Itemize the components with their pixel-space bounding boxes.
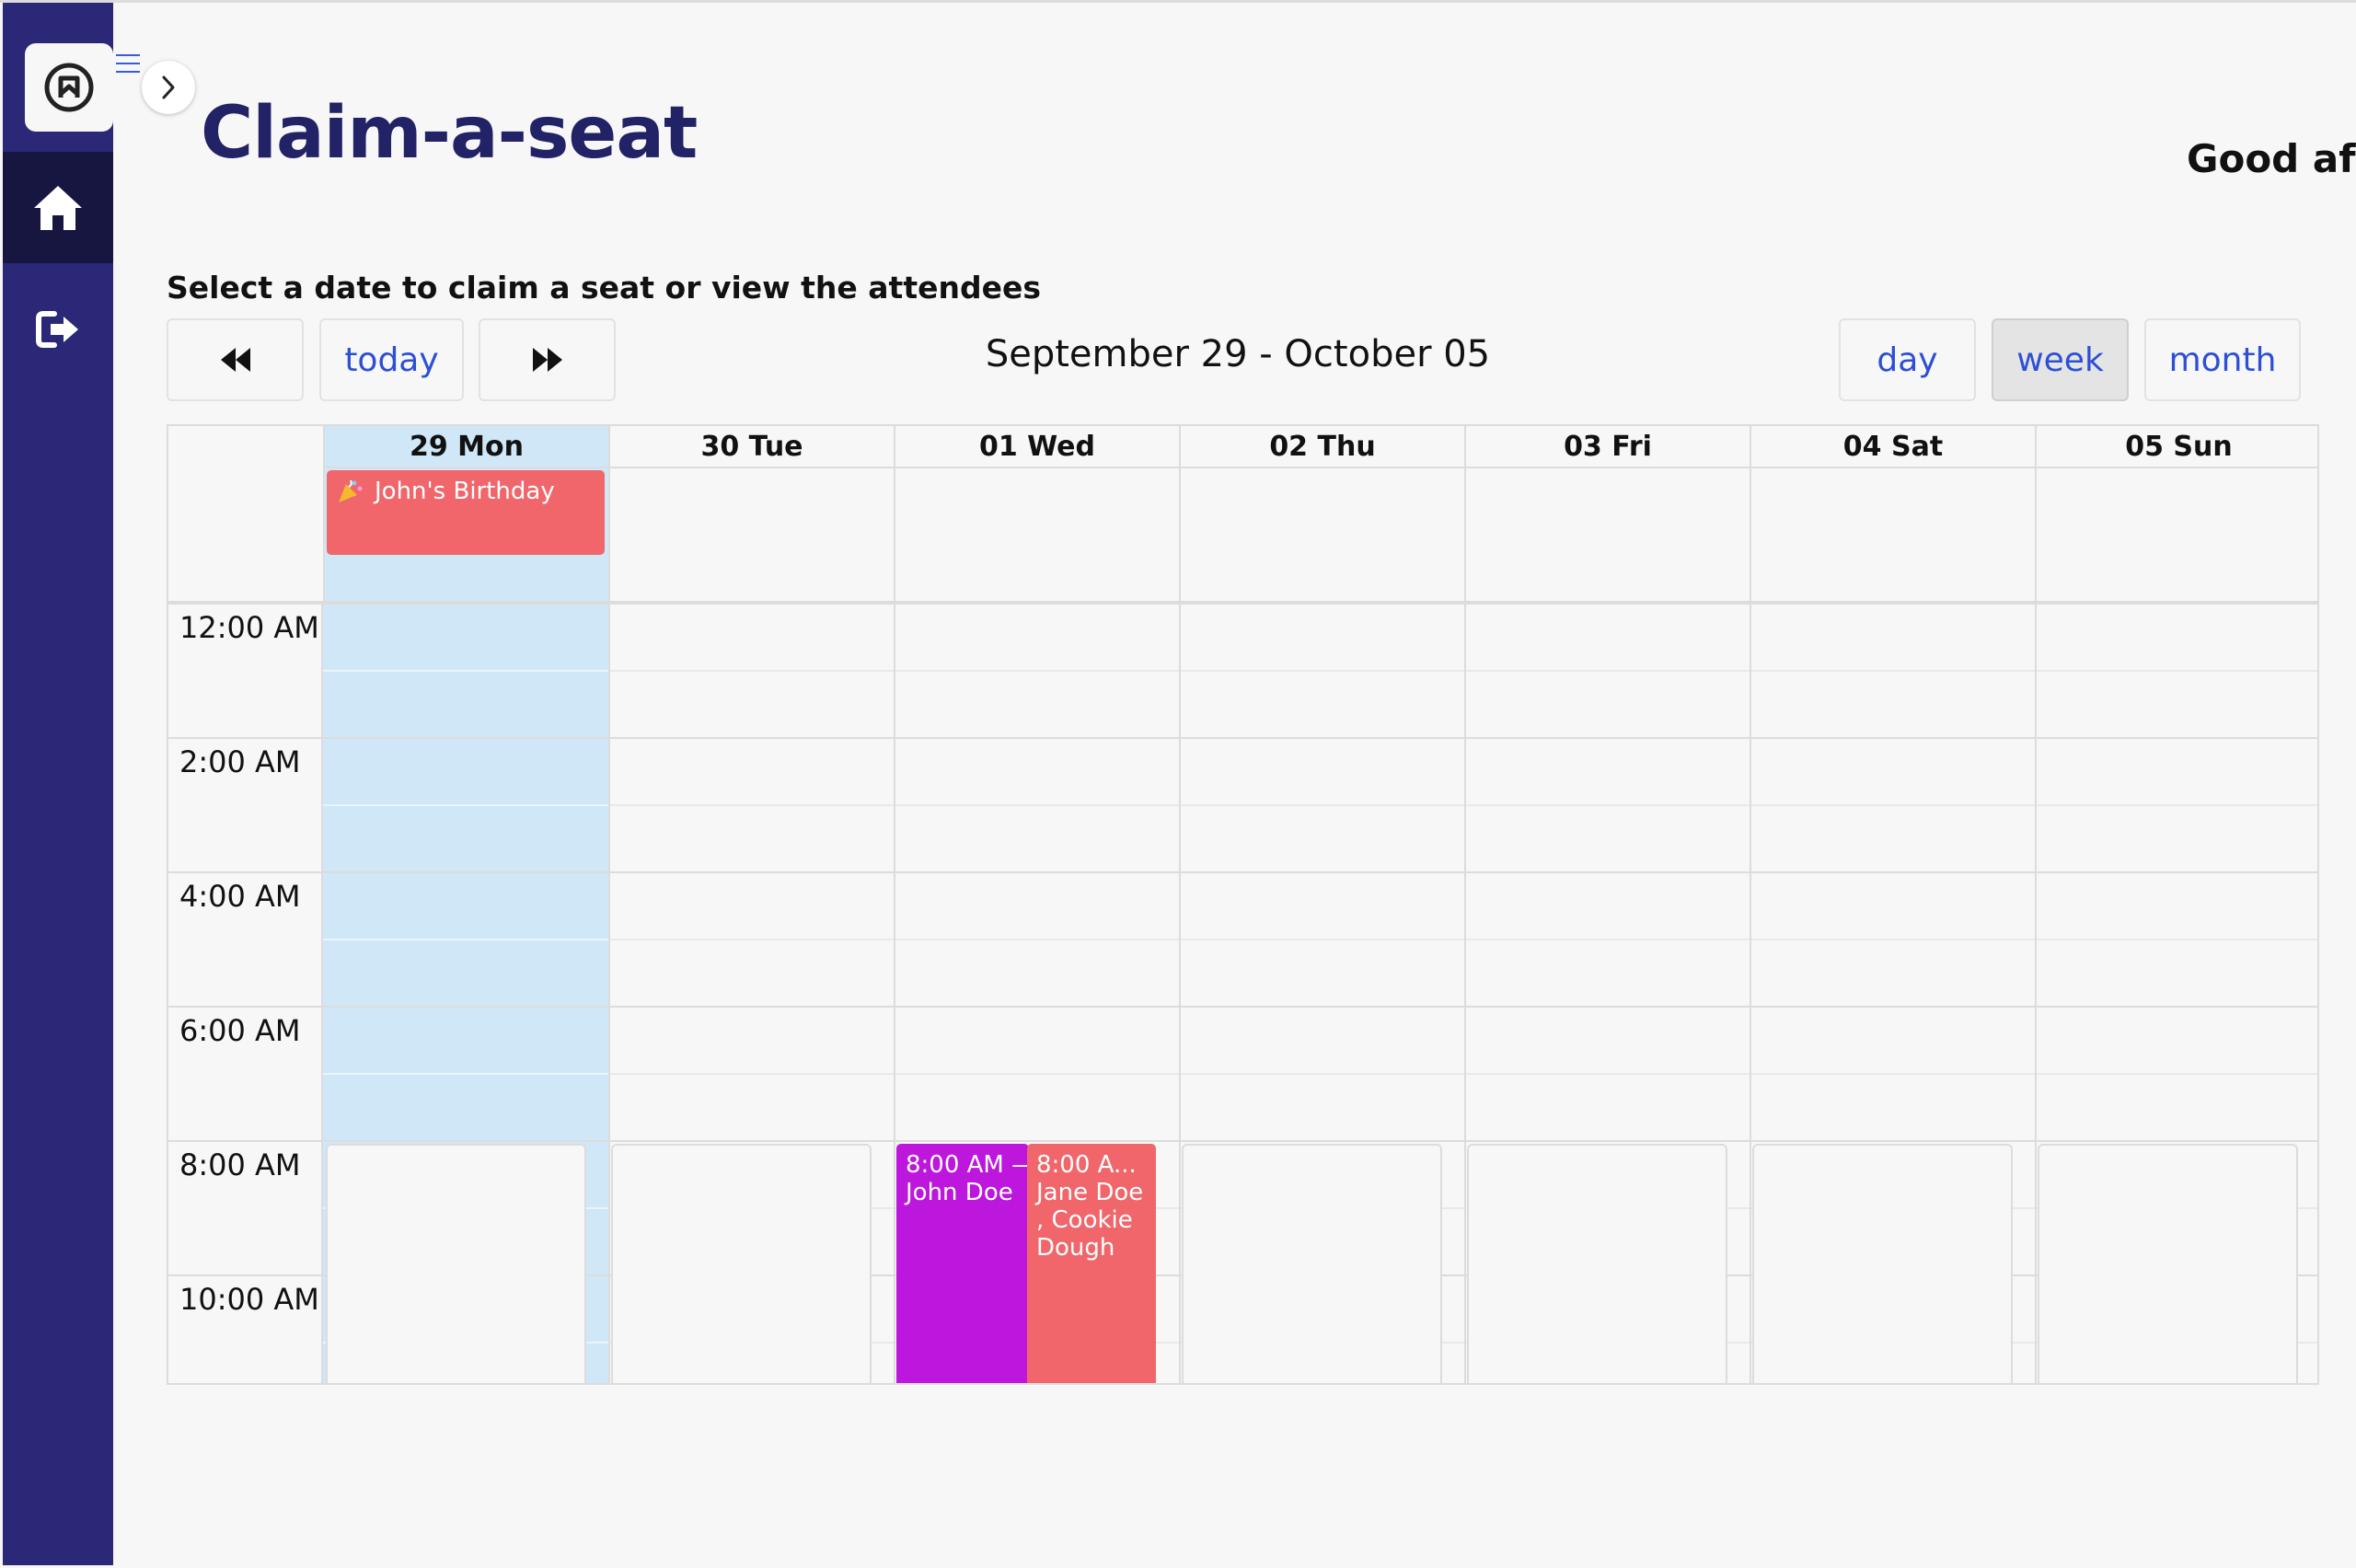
- grid-half-line: [608, 670, 2317, 672]
- week-calendar: 29 Mon 30 Tue 01 Wed 02 Thu 03 Fri 04 Sa…: [167, 424, 2319, 1385]
- sidebar-item-home[interactable]: [3, 152, 113, 263]
- time-label: 6:00 AM: [179, 1013, 301, 1048]
- view-day-button[interactable]: day: [1839, 318, 1976, 401]
- day-header-fri[interactable]: 03 Fri: [1464, 426, 1750, 468]
- grid-column-line: [1464, 605, 1466, 1383]
- expand-sidebar-button[interactable]: [142, 61, 195, 114]
- background-event: [1752, 1144, 2013, 1383]
- time-label: 10:00 AM: [179, 1282, 319, 1317]
- grid-column-line: [608, 605, 610, 1383]
- grid-column-line: [321, 605, 323, 1383]
- background-event: [326, 1144, 586, 1383]
- grid-half-line: [608, 1073, 2317, 1075]
- page-title: Claim-a-seat: [201, 92, 698, 175]
- allday-cell[interactable]: [894, 468, 1179, 601]
- grid-hour-line: [168, 737, 2317, 739]
- next-button[interactable]: [479, 318, 616, 401]
- day-header-sun[interactable]: 05 Sun: [2035, 426, 2317, 468]
- date-range-label: September 29 - October 05: [985, 333, 1491, 375]
- grid-hour-line: [168, 1006, 2317, 1008]
- grid-column-line: [894, 605, 895, 1383]
- grid-half-line: [608, 1342, 2317, 1343]
- sidebar: [3, 3, 113, 1565]
- grid-half-line: [608, 939, 2317, 940]
- allday-event[interactable]: John's Birthday: [327, 470, 605, 555]
- allday-cell[interactable]: [1179, 468, 1464, 601]
- grid-half-line: [323, 670, 608, 672]
- sidebar-item-logout[interactable]: [3, 270, 113, 389]
- grid-half-line: [608, 1207, 2317, 1209]
- double-left-arrow-icon: [220, 348, 250, 372]
- allday-cell[interactable]: [608, 468, 894, 601]
- grid-column-line: [1179, 605, 1181, 1383]
- day-header-sat[interactable]: 04 Sat: [1750, 426, 2035, 468]
- event-time: 8:00 A...: [1036, 1151, 1137, 1179]
- day-header-mon[interactable]: 29 Mon: [323, 426, 608, 468]
- background-event: [611, 1144, 872, 1383]
- calendar-event[interactable]: 8:00 AM — John Doe: [896, 1144, 1029, 1383]
- time-label: 8:00 AM: [179, 1147, 301, 1182]
- allday-cell[interactable]: [1464, 468, 1750, 601]
- calendar-event[interactable]: 8:00 A... Jane Doe , Cookie Dough: [1027, 1144, 1156, 1383]
- view-month-button[interactable]: month: [2144, 318, 2301, 401]
- time-label: 4:00 AM: [179, 879, 301, 914]
- allday-separator: [168, 601, 2317, 605]
- party-popper-icon: [339, 479, 363, 502]
- grid-half-line: [323, 804, 608, 806]
- chevron-right-icon: [162, 75, 175, 99]
- allday-cell[interactable]: [2035, 468, 2317, 601]
- double-right-arrow-icon: [532, 348, 562, 372]
- grid-half-line: [608, 804, 2317, 806]
- greeting-text: Good aft: [2187, 136, 2356, 181]
- top-border: [0, 0, 2356, 3]
- background-event: [1182, 1144, 1442, 1383]
- grid-half-line: [323, 1073, 608, 1075]
- grid-column-line: [2035, 605, 2037, 1383]
- grid-column-line: [1750, 605, 1751, 1383]
- time-label: 12:00 AM: [179, 610, 319, 645]
- day-header-wed[interactable]: 01 Wed: [894, 426, 1179, 468]
- day-header-tue[interactable]: 30 Tue: [608, 426, 894, 468]
- background-event: [2038, 1144, 2298, 1383]
- event-title: Jane Doe , Cookie Dough: [1036, 1179, 1144, 1262]
- app-logo[interactable]: [25, 43, 113, 132]
- allday-cell[interactable]: [1750, 468, 2035, 601]
- day-header-thu[interactable]: 02 Thu: [1179, 426, 1464, 468]
- logout-icon: [36, 311, 78, 348]
- event-title: John's Birthday: [375, 478, 555, 505]
- prev-button[interactable]: [167, 318, 304, 401]
- grid-hour-line: [168, 1140, 2317, 1142]
- time-label: 2:00 AM: [179, 744, 301, 779]
- today-button[interactable]: today: [319, 318, 464, 401]
- view-week-button[interactable]: week: [1992, 318, 2129, 401]
- grid-hour-line: [168, 871, 2317, 873]
- home-icon: [34, 185, 82, 230]
- event-title: John Doe: [906, 1179, 1013, 1206]
- hamburger-menu-icon[interactable]: [114, 52, 142, 75]
- background-event: [1467, 1144, 1727, 1383]
- instruction-text: Select a date to claim a seat or view th…: [167, 270, 1042, 306]
- seat-logo-icon: [44, 63, 94, 112]
- event-time: 8:00 AM —: [906, 1151, 1029, 1179]
- grid-half-line: [323, 939, 608, 940]
